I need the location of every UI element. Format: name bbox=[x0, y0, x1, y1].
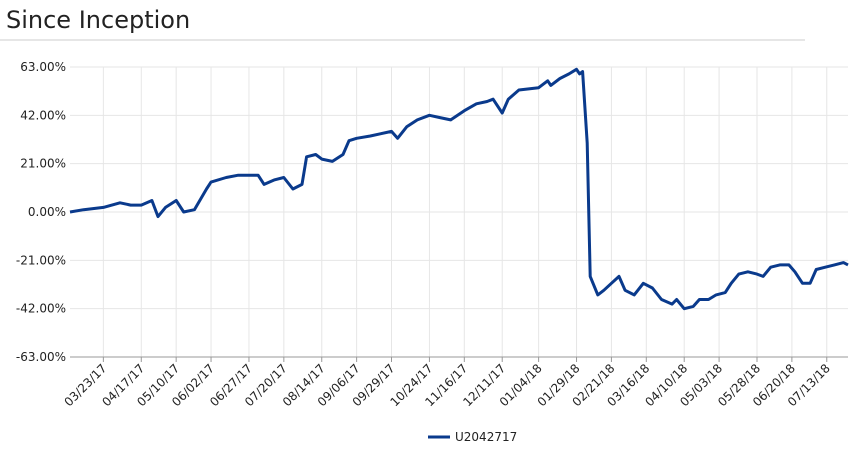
y-tick-label: -63.00% bbox=[16, 350, 66, 364]
y-tick-label: -21.00% bbox=[16, 253, 66, 267]
chart-title: Since Inception bbox=[6, 6, 190, 34]
y-tick-label: 21.00% bbox=[20, 157, 66, 171]
y-tick-label: 63.00% bbox=[20, 60, 66, 74]
legend-label: U2042717 bbox=[455, 430, 517, 444]
y-tick-label: 0.00% bbox=[28, 205, 66, 219]
series-line bbox=[69, 67, 849, 311]
y-tick-label: 42.00% bbox=[20, 108, 66, 122]
y-tick-label: -42.00% bbox=[16, 302, 66, 316]
